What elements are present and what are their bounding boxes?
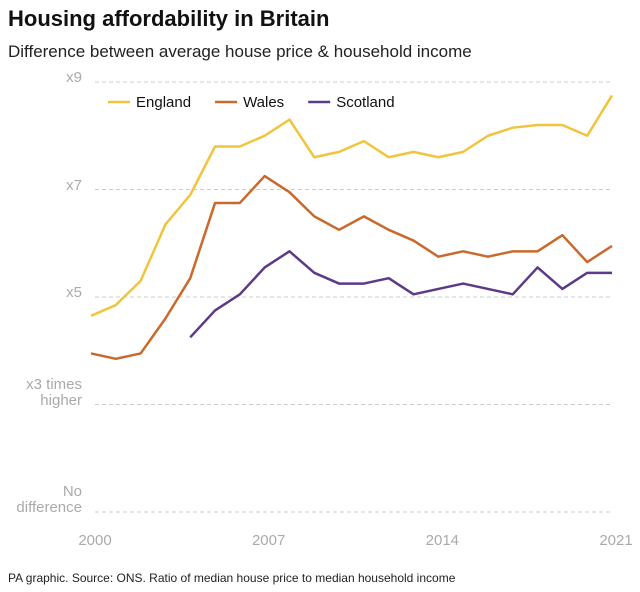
x-tick-label: 2014 xyxy=(426,532,459,549)
x-tick-label: 2021 xyxy=(599,532,632,549)
x-tick-label: 2007 xyxy=(252,532,285,549)
y-tick-label: x9 xyxy=(66,69,82,86)
legend-label: Scotland xyxy=(336,94,394,111)
line-series xyxy=(189,250,612,339)
x-tick-label: 2000 xyxy=(78,532,111,549)
source-note: PA graphic. Source: ONS. Ratio of median… xyxy=(8,571,456,585)
y-tick-label: x3 times higher xyxy=(26,375,82,409)
legend-label: England xyxy=(136,94,191,111)
line-series xyxy=(90,94,614,317)
chart-title: Housing affordability in Britain xyxy=(8,6,329,31)
line-series xyxy=(90,174,613,361)
legend-label: Wales xyxy=(243,94,284,111)
y-tick-label: No difference xyxy=(16,483,82,516)
chart-subtitle: Difference between average house price &… xyxy=(8,42,472,61)
y-tick-label: x7 xyxy=(66,176,82,194)
y-tick-label: x5 xyxy=(66,284,82,301)
